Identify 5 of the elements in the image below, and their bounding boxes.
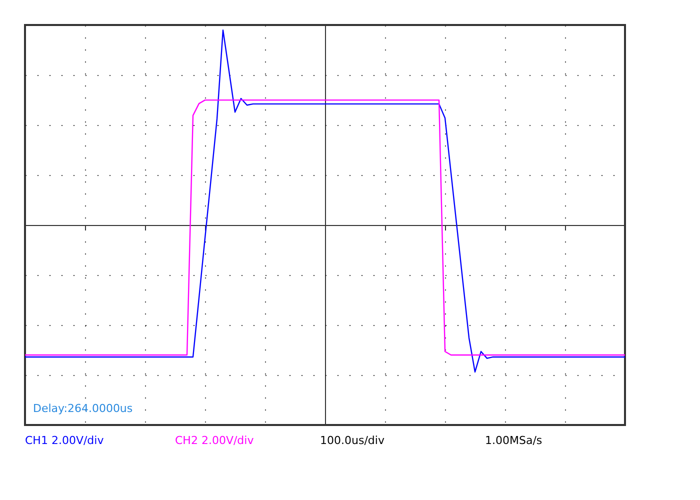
text: 100.0us/div [320,434,385,447]
text: CH2 2.00V/div [175,434,254,447]
text: 1.00MSa/s [485,434,542,447]
text: Delay:264.0000us [33,402,133,415]
text: CH1 2.00V/div [25,434,104,447]
